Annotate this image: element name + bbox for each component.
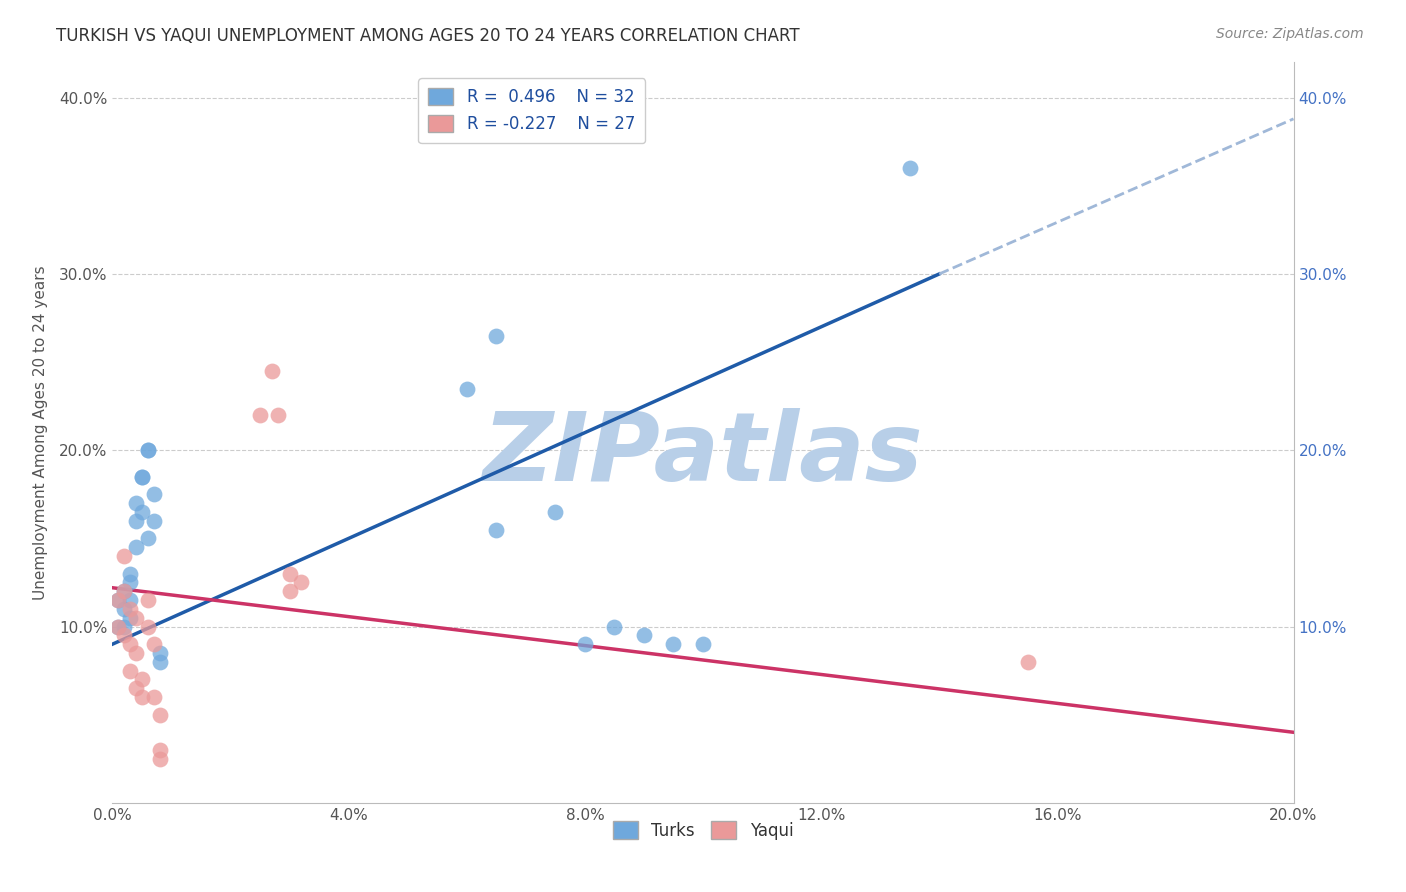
Point <box>142 690 165 704</box>
Point <box>125 681 148 696</box>
Point <box>107 619 129 633</box>
Point <box>120 610 142 624</box>
Point <box>149 646 172 660</box>
Point <box>125 610 148 624</box>
Point <box>125 496 148 510</box>
Point <box>120 566 142 581</box>
Point <box>131 690 153 704</box>
Point <box>898 161 921 176</box>
Point <box>136 593 159 607</box>
Point <box>633 628 655 642</box>
Point <box>1017 655 1039 669</box>
Point <box>692 637 714 651</box>
Text: Source: ZipAtlas.com: Source: ZipAtlas.com <box>1216 27 1364 41</box>
Point <box>125 646 148 660</box>
Legend: Turks, Yaqui: Turks, Yaqui <box>606 814 800 847</box>
Point <box>574 637 596 651</box>
Point <box>603 619 626 633</box>
Point <box>107 593 129 607</box>
Point <box>136 443 159 458</box>
Point <box>125 540 148 554</box>
Point <box>120 637 142 651</box>
Point <box>278 584 301 599</box>
Point <box>131 673 153 687</box>
Point <box>112 549 135 563</box>
Point <box>260 364 283 378</box>
Point <box>136 619 159 633</box>
Point <box>112 584 135 599</box>
Point <box>142 514 165 528</box>
Point <box>136 443 159 458</box>
Point <box>112 619 135 633</box>
Point <box>120 593 142 607</box>
Point <box>249 408 271 422</box>
Point <box>149 707 172 722</box>
Text: ZIPatlas: ZIPatlas <box>482 409 924 501</box>
Point <box>107 619 129 633</box>
Point <box>112 628 135 642</box>
Point <box>544 505 567 519</box>
Point <box>107 593 129 607</box>
Point <box>149 655 172 669</box>
Point <box>662 637 685 651</box>
Point <box>149 752 172 766</box>
Point <box>136 532 159 546</box>
Point <box>149 743 172 757</box>
Point <box>485 523 508 537</box>
Point <box>142 637 165 651</box>
Point <box>267 408 290 422</box>
Point <box>456 382 478 396</box>
Point <box>131 469 153 483</box>
Point <box>112 584 135 599</box>
Point <box>125 514 148 528</box>
Point <box>131 469 153 483</box>
Point <box>131 505 153 519</box>
Point <box>120 664 142 678</box>
Point <box>485 328 508 343</box>
Point <box>120 602 142 616</box>
Y-axis label: Unemployment Among Ages 20 to 24 years: Unemployment Among Ages 20 to 24 years <box>32 265 48 600</box>
Point <box>290 575 312 590</box>
Point <box>120 575 142 590</box>
Point <box>278 566 301 581</box>
Point <box>142 487 165 501</box>
Text: TURKISH VS YAQUI UNEMPLOYMENT AMONG AGES 20 TO 24 YEARS CORRELATION CHART: TURKISH VS YAQUI UNEMPLOYMENT AMONG AGES… <box>56 27 800 45</box>
Point <box>112 602 135 616</box>
